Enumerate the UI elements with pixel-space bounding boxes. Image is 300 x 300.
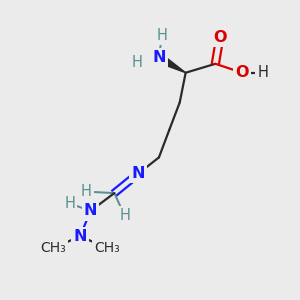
Text: CH₃: CH₃ xyxy=(40,241,66,255)
Text: H: H xyxy=(119,208,130,224)
Polygon shape xyxy=(157,54,186,73)
Text: H: H xyxy=(157,28,167,43)
Text: CH₃: CH₃ xyxy=(94,241,120,255)
Text: O: O xyxy=(213,30,226,45)
Text: N: N xyxy=(131,166,145,181)
Text: H: H xyxy=(131,55,142,70)
Text: H: H xyxy=(81,184,92,199)
Text: N: N xyxy=(74,229,87,244)
Text: H: H xyxy=(257,65,268,80)
Text: H: H xyxy=(64,196,75,211)
Text: O: O xyxy=(236,65,249,80)
Text: N: N xyxy=(152,50,166,65)
Text: N: N xyxy=(84,203,97,218)
